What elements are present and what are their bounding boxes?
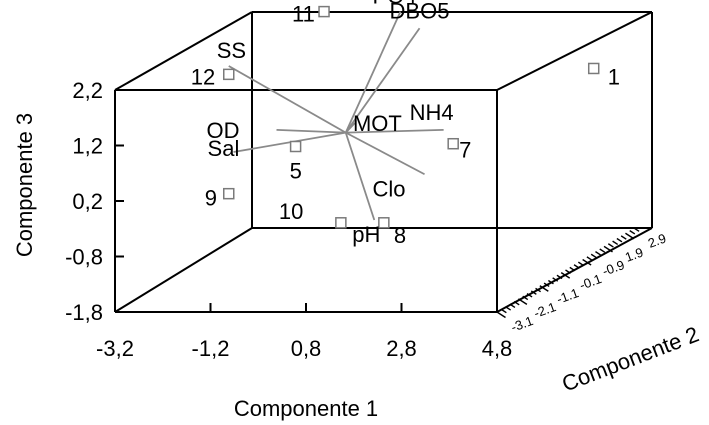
z-tick-mark	[616, 237, 623, 243]
z-tick-mark	[509, 303, 516, 309]
z-tick-mark	[633, 227, 640, 232]
z-tick-mark	[569, 266, 576, 272]
x-axis-title: Componente 1	[234, 396, 378, 421]
point-label-1: 1	[608, 64, 620, 89]
point-marker-8	[378, 217, 390, 229]
vector-label-od: OD	[207, 118, 240, 143]
z-tick-mark	[590, 253, 597, 259]
z-tick-label: -3.1	[509, 313, 535, 335]
vector-label-dbo5: DBO5	[390, 0, 450, 23]
box-edge-bottom-left	[114, 227, 253, 313]
z-tick-mark	[526, 293, 533, 298]
vector-line-od	[276, 128, 346, 134]
point-label-10: 10	[279, 199, 303, 224]
vector-label-ss: SS	[217, 38, 246, 63]
y-tick-label: 0,2	[72, 189, 103, 214]
points-layer	[223, 5, 600, 229]
vector-label-nh4: NH4	[410, 100, 454, 125]
vector-line-po4	[344, 11, 402, 133]
z-tick-mark	[573, 264, 580, 269]
point-label-11: 11	[292, 2, 315, 27]
z-tick-mark	[505, 306, 512, 311]
z-tick-mark	[552, 277, 559, 282]
z-tick-mark	[612, 240, 619, 246]
z-tick-mark	[535, 287, 542, 293]
point-marker-12	[223, 68, 235, 81]
z-tick-mark	[586, 256, 593, 261]
z-tick-label: 2.9	[646, 231, 668, 251]
z-tick-mark	[556, 274, 563, 280]
y-axis-title: Componente 3	[12, 113, 37, 257]
z-tick-mark	[620, 235, 627, 240]
z-tick-mark	[603, 245, 613, 253]
z-tick-mark	[518, 298, 528, 305]
z-tick-mark	[560, 272, 571, 279]
y-tick-label: -1,8	[65, 300, 103, 325]
point-label-8: 8	[394, 223, 406, 248]
vector-line-dbo5	[345, 27, 421, 134]
z-tick-mark	[599, 248, 606, 253]
vector-line-nh4	[345, 128, 444, 134]
vector-label-po4: PO4	[372, 0, 416, 9]
z-tick-mark	[582, 258, 592, 266]
z-tick-mark	[565, 269, 571, 274]
point-marker-9	[223, 187, 235, 200]
point-label-7: 7	[459, 138, 471, 163]
point-label-12: 12	[191, 64, 215, 89]
x-tick-label: 0,8	[291, 336, 322, 361]
vector-line-mot	[345, 122, 356, 134]
z-tick-label: 1.9	[623, 245, 645, 265]
z-tick-mark	[496, 311, 506, 319]
z-tick-mark	[625, 232, 635, 240]
y-tick-label: -0,8	[65, 245, 103, 270]
x-tick-label: -3,2	[96, 336, 134, 361]
box-edge-top-left	[114, 11, 253, 91]
vector-line-clo	[345, 131, 425, 176]
x-tick-label: 4,8	[482, 336, 513, 361]
z-tick-mark	[577, 261, 584, 267]
z-tick-mark	[522, 295, 529, 301]
z-tick-mark	[543, 282, 550, 288]
point-label-5: 5	[290, 159, 302, 184]
point-label-9: 9	[205, 186, 217, 211]
box-edge-top-right	[496, 11, 653, 91]
z-tick-mark	[500, 308, 507, 314]
vector-label-sal: Sal	[208, 136, 240, 161]
y-tick-label: 2,2	[72, 78, 103, 103]
z-tick-mark	[513, 300, 520, 306]
y-tick-label: 1,2	[72, 134, 103, 159]
z-tick-mark	[629, 230, 636, 235]
z-tick-mark	[607, 243, 614, 248]
ticks-layer: -3,2 -1,2 0,8 2,8 4,8 -1,8 -0,8 0,2 1,2 2,2 -3.1-2…	[65, 78, 668, 361]
point-marker-7	[447, 137, 459, 150]
z-tick-label: -0.9	[600, 257, 626, 279]
point-marker-5	[289, 140, 302, 153]
z-tick-mark	[530, 290, 537, 295]
vectors-layer	[228, 11, 444, 221]
z-tick-label: -2.1	[532, 299, 558, 321]
point-marker-11	[318, 5, 330, 18]
z-tick-mark	[547, 279, 554, 285]
vector-line-ph	[344, 132, 376, 221]
vector-line-sal	[233, 131, 346, 153]
point-marker-1	[587, 62, 600, 75]
z-tick-mark	[539, 285, 549, 292]
vector-label-mot: MOT	[353, 111, 402, 136]
x-tick-label: 2,8	[386, 336, 417, 361]
z-tick-label: -1.1	[555, 285, 581, 307]
vector-label-ph: pH	[352, 222, 380, 247]
z-tick-label: -0.1	[577, 271, 603, 293]
x-tick-label: -1,2	[192, 336, 230, 361]
vector-label-clo: Clo	[373, 176, 406, 201]
z-tick-mark	[595, 251, 601, 256]
z-axis-title: Componente 2	[558, 321, 702, 396]
vector-line-ss	[228, 65, 347, 134]
point-marker-10	[335, 217, 347, 229]
box-frame	[114, 11, 653, 313]
